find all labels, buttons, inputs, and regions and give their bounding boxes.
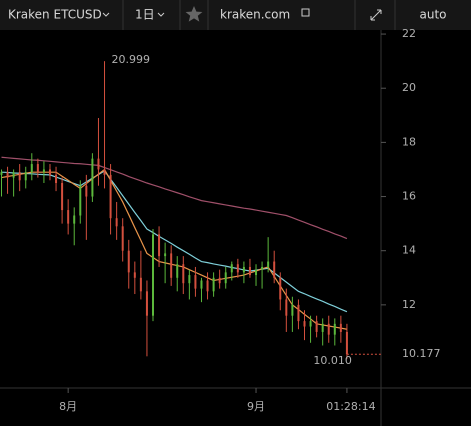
y-tick-label: 12 <box>402 298 416 311</box>
candle-body <box>67 210 70 224</box>
moving-average <box>1 170 348 313</box>
candle-body <box>212 277 215 292</box>
candle-body <box>327 323 330 335</box>
candle-body <box>127 250 130 273</box>
candle-body <box>194 275 197 289</box>
y-tick-label: 14 <box>402 244 416 257</box>
low-label: 10.010 <box>313 354 352 367</box>
candle-body <box>291 304 294 316</box>
y-tick-label: 20 <box>402 81 416 94</box>
candle-body <box>182 264 185 284</box>
x-tick-label: 9月 <box>247 400 265 413</box>
candle-body <box>188 275 191 284</box>
candle-body <box>36 164 39 173</box>
high-label: 20.999 <box>112 53 150 66</box>
candle-body <box>42 169 45 173</box>
candle-body <box>18 172 21 181</box>
source[interactable]: kraken.com <box>220 8 290 22</box>
candle-body <box>133 272 136 278</box>
candle-body <box>200 280 203 289</box>
candle-body <box>152 234 154 316</box>
candle-body <box>261 266 264 270</box>
candle-body <box>279 277 282 300</box>
toolbar-bg <box>0 0 471 30</box>
candle-body <box>176 264 179 278</box>
scale[interactable]: auto <box>419 8 446 22</box>
candle-body <box>339 323 342 332</box>
candle-body <box>145 291 148 316</box>
candle-body <box>121 226 124 251</box>
fullscreen-icon[interactable] <box>370 9 382 21</box>
candle-body <box>333 323 336 335</box>
candle-body <box>230 264 233 273</box>
candle-body <box>0 172 3 175</box>
candle-body <box>273 261 276 278</box>
moving-average <box>1 168 348 330</box>
y-tick-label: 22 <box>402 27 416 40</box>
candle-body <box>242 266 245 273</box>
candle-body <box>321 323 324 332</box>
y-tick-label: 16 <box>402 190 416 203</box>
candle-body <box>61 183 64 211</box>
interval[interactable]: 1日 <box>135 8 155 22</box>
candle-body <box>48 169 51 175</box>
candle-body <box>303 321 306 327</box>
candle-body <box>206 280 209 292</box>
candle-body <box>236 264 239 273</box>
candle-body <box>6 172 9 178</box>
candle-body <box>115 218 118 227</box>
symbol[interactable]: Kraken ETCUSD <box>8 8 102 22</box>
candle-body <box>164 253 167 257</box>
x-tick-label: 8月 <box>59 400 77 413</box>
candle-body <box>267 261 270 267</box>
candle-body <box>24 172 27 181</box>
candle-body <box>248 266 251 276</box>
popout-icon[interactable] <box>301 8 310 17</box>
candle-body <box>97 158 100 170</box>
candle-body <box>158 234 161 257</box>
candle-body <box>73 215 76 224</box>
candle-body <box>170 253 173 278</box>
candle-body <box>285 299 288 316</box>
candle-body <box>224 272 227 284</box>
candle-body <box>85 185 88 197</box>
candle-body <box>91 158 94 197</box>
last-price-label: 10.177 <box>402 347 441 360</box>
candle-body <box>255 269 258 276</box>
candle-body <box>55 174 58 184</box>
caret <box>157 12 165 17</box>
candle-body <box>315 321 318 332</box>
candle-body <box>109 174 112 219</box>
candle-body <box>309 321 312 327</box>
y-tick-label: 18 <box>402 135 416 148</box>
moving-average <box>1 156 348 240</box>
candle-body <box>103 169 106 175</box>
countdown: 01:28:14 <box>326 400 375 413</box>
candle-body <box>297 304 300 322</box>
candle-body <box>12 172 15 178</box>
candle-body <box>345 331 348 355</box>
candle-body <box>79 185 82 216</box>
candle-body <box>218 277 221 284</box>
caret <box>102 12 110 17</box>
toolbar: Kraken ETCUSD 1日 kraken.com auto <box>0 0 471 30</box>
star-icon[interactable] <box>185 6 203 22</box>
candle-body <box>30 164 33 173</box>
candle-body <box>139 277 142 292</box>
